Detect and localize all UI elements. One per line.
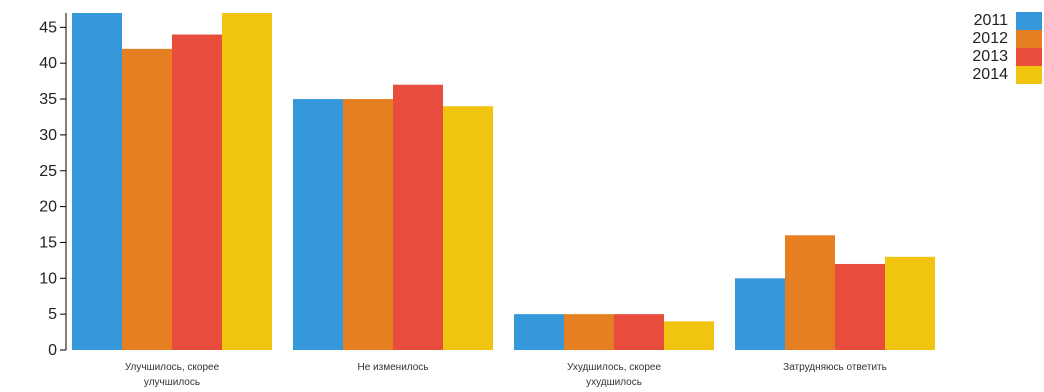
bar-2014-cat-3 (885, 256, 935, 350)
bar-2013-cat-2 (614, 314, 664, 350)
bar-2011-cat-1 (293, 99, 343, 350)
bar-2011-cat-3 (735, 278, 785, 350)
y-tick-label: 0 (48, 342, 57, 359)
bar-2014-cat-2 (664, 321, 714, 350)
y-tick-label: 45 (39, 19, 57, 36)
legend-swatch (1016, 48, 1042, 66)
y-tick-label: 10 (39, 270, 57, 287)
bar-2013-cat-3 (835, 263, 885, 350)
x-category-label: Затрудняюсь ответить (783, 362, 887, 373)
y-tick-label: 30 (39, 127, 57, 144)
y-tick-label: 5 (48, 306, 57, 323)
bar-2012-cat-0 (122, 48, 172, 351)
legend-swatch (1016, 30, 1042, 48)
bar-2013-cat-0 (172, 34, 222, 351)
legend-swatch (1016, 12, 1042, 30)
x-category-label: ухудшилось (586, 377, 642, 388)
bar-2011-cat-2 (514, 314, 564, 350)
y-tick-label: 20 (39, 199, 57, 216)
x-category-label: Ухудшилось, скорее (567, 362, 661, 373)
bar-2012-cat-1 (343, 99, 393, 350)
bar-2014-cat-1 (443, 106, 493, 350)
legend-label: 2013 (972, 48, 1008, 65)
legend-swatch (1016, 66, 1042, 84)
bar-2012-cat-2 (564, 314, 614, 350)
y-tick-label: 25 (39, 163, 57, 180)
bars (72, 13, 935, 351)
legend-label: 2012 (972, 30, 1008, 47)
bar-2011-cat-0 (72, 13, 122, 350)
legend-label: 2011 (974, 12, 1009, 29)
x-category-label: Не изменилось (358, 362, 429, 373)
legend-label: 2014 (972, 66, 1008, 83)
x-category-label: улучшилось (144, 377, 200, 388)
x-axis-labels: Улучшилось, скорее улучшилось Не изменилос… (125, 362, 887, 388)
bar-2013-cat-1 (393, 84, 443, 351)
bar-2012-cat-3 (785, 235, 835, 350)
x-category-label: Улучшилось, скорее (125, 362, 220, 373)
y-axis: 0 5 10 15 20 25 30 35 40 45 (39, 13, 67, 359)
y-tick-label: 35 (39, 91, 57, 108)
y-tick-label: 40 (39, 55, 57, 72)
bar-2014-cat-0 (222, 13, 272, 350)
y-tick-label: 15 (39, 234, 57, 251)
